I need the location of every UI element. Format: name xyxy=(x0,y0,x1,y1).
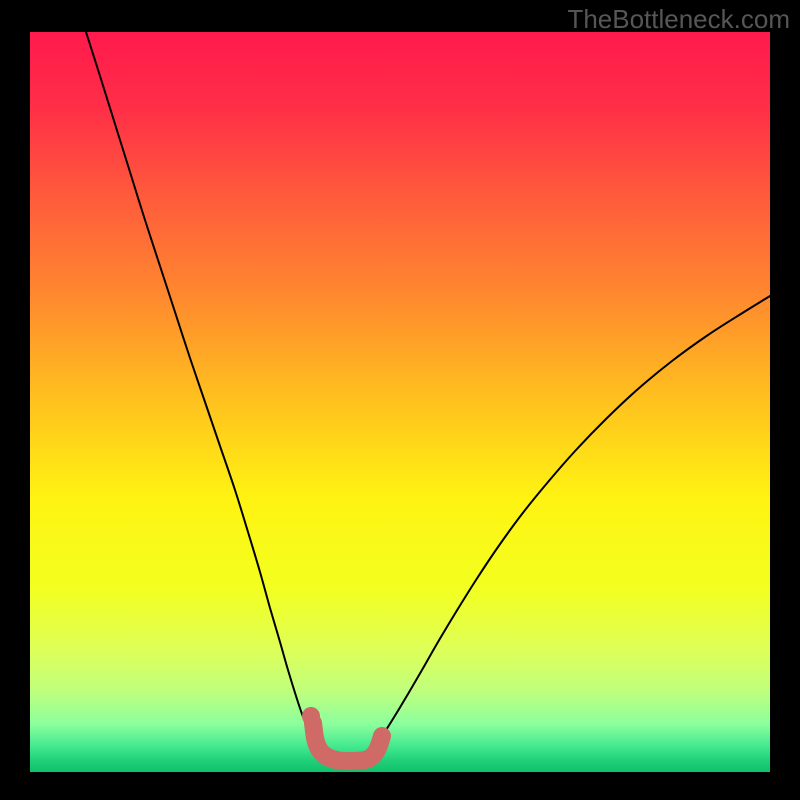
chart-plot-area xyxy=(30,32,770,772)
floor-u-marker xyxy=(313,723,382,761)
watermark-text: TheBottleneck.com xyxy=(567,4,790,35)
curve-layer xyxy=(30,32,770,772)
left-descending-curve xyxy=(86,32,313,739)
right-ascending-curve xyxy=(379,296,770,740)
floor-marker-start-dot xyxy=(302,707,320,725)
